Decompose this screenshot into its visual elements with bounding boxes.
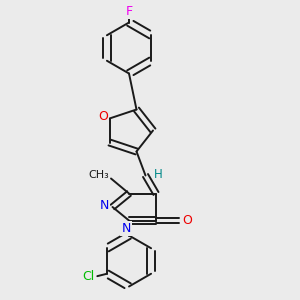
Text: N: N	[99, 199, 109, 212]
Text: Cl: Cl	[82, 270, 94, 283]
Text: O: O	[182, 214, 192, 227]
Text: H: H	[154, 167, 163, 181]
Text: O: O	[98, 110, 108, 124]
Text: F: F	[125, 4, 133, 18]
Text: CH₃: CH₃	[88, 170, 109, 181]
Text: N: N	[121, 221, 131, 235]
